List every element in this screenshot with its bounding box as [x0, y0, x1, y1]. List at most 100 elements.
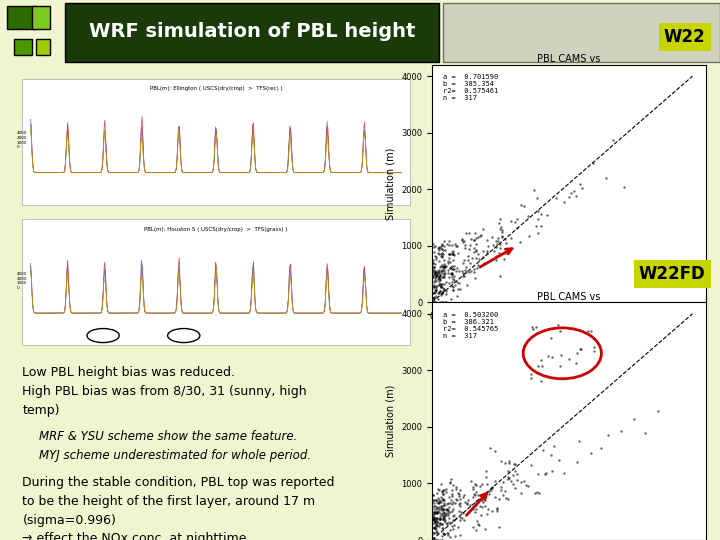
Point	[499, 487, 510, 495]
Point	[511, 215, 523, 224]
Point	[428, 289, 439, 298]
Point	[438, 256, 449, 265]
Point	[459, 241, 471, 249]
Point	[436, 505, 447, 514]
Point	[526, 461, 537, 469]
Point	[503, 475, 514, 484]
Point	[431, 281, 442, 290]
Point	[428, 514, 440, 523]
Point	[533, 215, 544, 224]
Point	[429, 268, 441, 276]
Point	[432, 508, 444, 516]
Point	[474, 231, 486, 240]
Point	[438, 262, 449, 271]
Text: High PBL bias was from 8/30, 31 (sunny, high: High PBL bias was from 8/30, 31 (sunny, …	[22, 385, 307, 398]
Point	[458, 237, 469, 246]
Point	[482, 488, 493, 496]
Point	[431, 267, 442, 275]
Point	[430, 527, 441, 536]
Point	[469, 526, 481, 535]
Point	[556, 350, 567, 359]
Point	[436, 288, 448, 297]
Point	[439, 516, 451, 524]
Point	[433, 497, 445, 506]
Text: (sigma=0.996): (sigma=0.996)	[22, 514, 117, 526]
Point	[532, 470, 544, 478]
Point	[426, 271, 438, 280]
Point	[426, 530, 438, 539]
Point	[431, 513, 443, 522]
Point	[436, 495, 448, 504]
Point	[431, 528, 442, 536]
Point	[538, 446, 549, 455]
Point	[546, 467, 557, 476]
Point	[515, 488, 526, 497]
Point	[438, 505, 449, 514]
Point	[469, 267, 480, 276]
Point	[444, 249, 456, 258]
Point	[428, 523, 439, 532]
Point	[454, 495, 466, 504]
Point	[533, 207, 544, 215]
Point	[470, 233, 482, 242]
Point	[454, 499, 466, 508]
Point	[469, 480, 481, 488]
Title: PBL CAMS vs: PBL CAMS vs	[537, 292, 600, 302]
Point	[550, 194, 562, 202]
Point	[488, 246, 500, 255]
Point	[428, 263, 439, 272]
Point	[436, 520, 448, 529]
Point	[476, 496, 487, 504]
Point	[576, 184, 588, 192]
Point	[443, 249, 454, 258]
Point	[490, 242, 502, 251]
Point	[503, 472, 514, 481]
Y-axis label: Simulation (m): Simulation (m)	[386, 385, 395, 457]
Point	[433, 266, 444, 275]
Point	[490, 252, 502, 260]
Point	[438, 259, 450, 268]
Point	[438, 273, 449, 281]
Point	[429, 286, 441, 295]
Point	[428, 524, 440, 533]
Point	[433, 244, 445, 253]
Point	[430, 514, 441, 522]
Point	[480, 496, 491, 505]
Point	[427, 285, 438, 293]
Point	[490, 236, 502, 245]
Point	[446, 495, 457, 504]
Point	[428, 281, 439, 290]
Point	[447, 515, 459, 524]
Text: MRF & YSU scheme show the same feature.: MRF & YSU scheme show the same feature.	[39, 430, 297, 443]
Point	[432, 504, 444, 512]
Point	[429, 270, 441, 279]
Point	[464, 245, 475, 253]
Point	[436, 245, 448, 254]
Point	[433, 274, 445, 282]
Point	[452, 523, 464, 531]
Point	[495, 486, 506, 495]
Point	[444, 253, 455, 262]
Point	[433, 243, 445, 252]
Point	[511, 470, 523, 478]
Point	[436, 261, 447, 269]
Point	[469, 490, 480, 498]
Point	[518, 201, 529, 210]
Point	[454, 500, 465, 509]
Point	[438, 496, 450, 504]
Point	[456, 266, 468, 275]
Point	[436, 493, 447, 502]
Point	[434, 497, 446, 505]
Point	[436, 252, 448, 261]
Point	[467, 484, 479, 493]
Point	[457, 269, 469, 278]
Point	[435, 514, 446, 522]
Point	[426, 520, 438, 529]
Point	[438, 286, 450, 295]
Point	[442, 268, 454, 277]
Point	[431, 516, 442, 524]
Point	[467, 483, 478, 491]
Text: Low PBL height bias was reduced.: Low PBL height bias was reduced.	[22, 366, 235, 379]
Point	[558, 469, 570, 477]
Point	[428, 513, 440, 522]
